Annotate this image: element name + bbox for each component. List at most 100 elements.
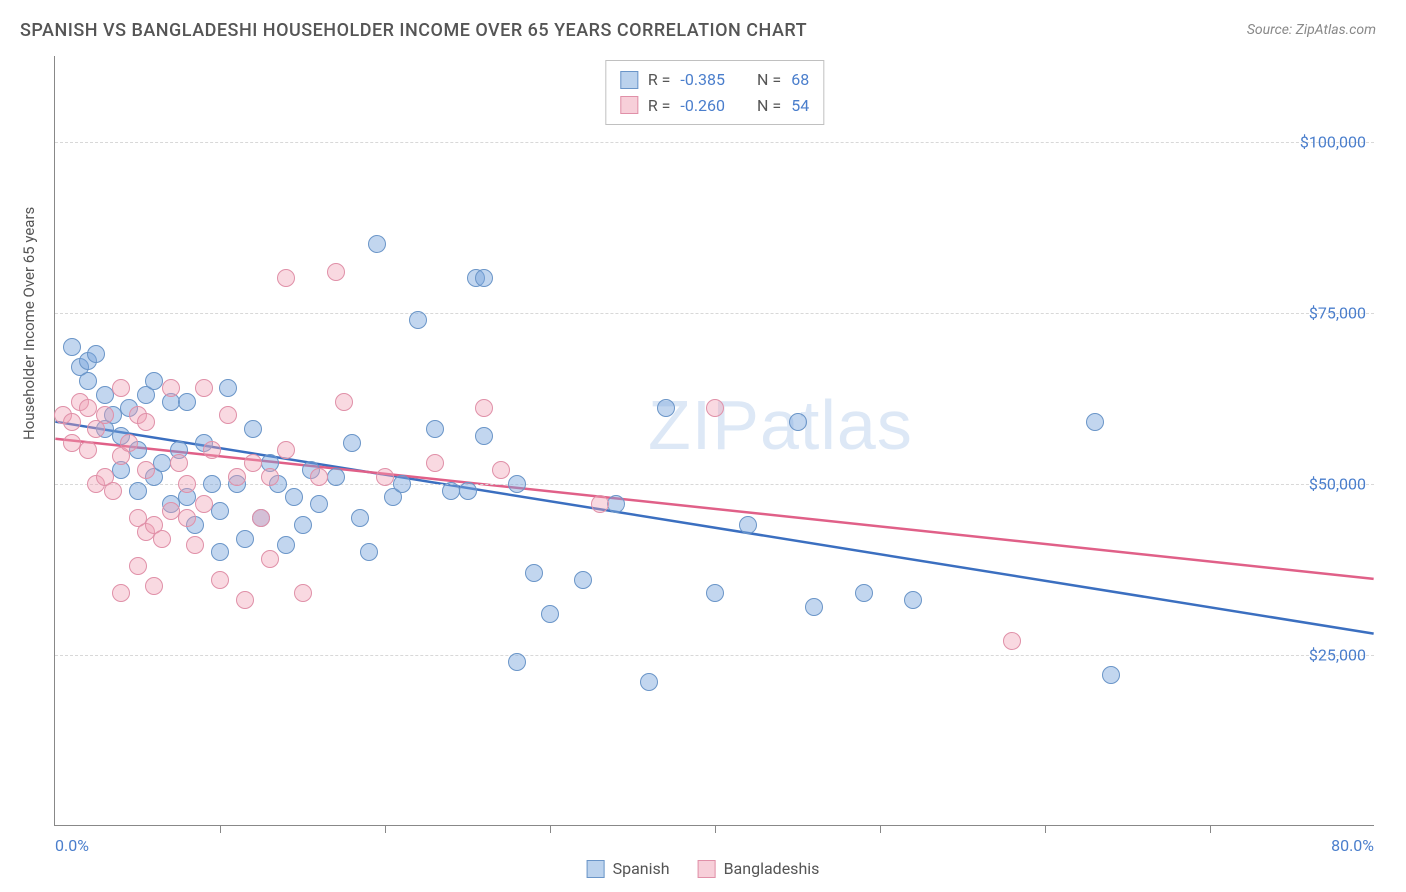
x-tick: [880, 825, 881, 833]
data-point: [261, 468, 279, 486]
data-point: [508, 653, 526, 671]
stats-row: R =-0.260N =54: [620, 93, 809, 119]
data-point: [195, 495, 213, 513]
x-min-label: 0.0%: [55, 836, 89, 855]
series-legend: Spanish Bangladeshis: [587, 859, 820, 878]
data-point: [186, 536, 204, 554]
y-axis-label: Householder Income Over 65 years: [20, 207, 38, 440]
stat-n-key: N =: [757, 67, 781, 93]
data-point: [294, 516, 312, 534]
legend-item: Spanish: [587, 859, 670, 878]
data-point: [137, 461, 155, 479]
data-point: [285, 488, 303, 506]
data-point: [244, 454, 262, 472]
data-point: [310, 468, 328, 486]
gridline: [55, 142, 1374, 143]
data-point: [170, 454, 188, 472]
data-point: [162, 502, 180, 520]
data-point: [261, 550, 279, 568]
stat-r-value: -0.260: [680, 93, 725, 119]
data-point: [203, 475, 221, 493]
data-point: [360, 543, 378, 561]
data-point: [195, 379, 213, 397]
data-point: [236, 591, 254, 609]
data-point: [252, 509, 270, 527]
data-point: [178, 475, 196, 493]
chart-plot-area: ZIPatlas R =-0.385N =68R =-0.260N =54 $2…: [54, 56, 1374, 826]
data-point: [203, 441, 221, 459]
chart-title: SPANISH VS BANGLADESHI HOUSEHOLDER INCOM…: [20, 20, 807, 41]
x-max-label: 80.0%: [1331, 836, 1374, 855]
legend-swatch: [698, 860, 716, 878]
gridline: [55, 655, 1374, 656]
data-point: [219, 406, 237, 424]
x-tick: [1045, 825, 1046, 833]
data-point: [211, 543, 229, 561]
data-point: [277, 536, 295, 554]
stat-n-value: 68: [791, 67, 809, 93]
data-point: [351, 509, 369, 527]
data-point: [294, 584, 312, 602]
data-point: [244, 420, 262, 438]
data-point: [79, 372, 97, 390]
data-point: [327, 263, 345, 281]
legend-label: Spanish: [613, 859, 670, 878]
data-point: [475, 399, 493, 417]
watermark-text: ZIPatlas: [648, 385, 913, 465]
data-point: [236, 530, 254, 548]
data-point: [310, 495, 328, 513]
y-tick-label: $100,000: [1300, 132, 1366, 151]
data-point: [393, 475, 411, 493]
stats-legend-box: R =-0.385N =68R =-0.260N =54: [605, 60, 824, 125]
stat-r-value: -0.385: [680, 67, 725, 93]
legend-item: Bangladeshis: [698, 859, 820, 878]
stats-row: R =-0.385N =68: [620, 67, 809, 93]
data-point: [63, 434, 81, 452]
data-point: [178, 509, 196, 527]
data-point: [426, 420, 444, 438]
data-point: [277, 269, 295, 287]
data-point: [343, 434, 361, 452]
data-point: [63, 338, 81, 356]
legend-swatch: [620, 96, 638, 114]
source-label: Source: ZipAtlas.com: [1247, 22, 1376, 38]
data-point: [492, 461, 510, 479]
regression-lines: [55, 56, 1374, 825]
data-point: [459, 482, 477, 500]
data-point: [855, 584, 873, 602]
data-point: [335, 393, 353, 411]
data-point: [591, 495, 609, 513]
legend-swatch: [620, 71, 638, 89]
data-point: [508, 475, 526, 493]
legend-swatch: [587, 860, 605, 878]
data-point: [63, 413, 81, 431]
data-point: [640, 673, 658, 691]
x-tick: [1210, 825, 1211, 833]
data-point: [574, 571, 592, 589]
x-tick: [550, 825, 551, 833]
data-point: [657, 399, 675, 417]
data-point: [904, 591, 922, 609]
data-point: [739, 516, 757, 534]
data-point: [277, 441, 295, 459]
data-point: [475, 269, 493, 287]
data-point: [1102, 666, 1120, 684]
data-point: [525, 564, 543, 582]
data-point: [228, 468, 246, 486]
data-point: [137, 413, 155, 431]
data-point: [96, 406, 114, 424]
data-point: [120, 434, 138, 452]
y-tick-label: $75,000: [1309, 303, 1366, 322]
data-point: [706, 399, 724, 417]
data-point: [541, 605, 559, 623]
data-point: [129, 482, 147, 500]
data-point: [376, 468, 394, 486]
data-point: [79, 399, 97, 417]
data-point: [178, 393, 196, 411]
data-point: [706, 584, 724, 602]
stat-r-key: R =: [648, 93, 671, 119]
x-tick: [715, 825, 716, 833]
data-point: [789, 413, 807, 431]
data-point: [87, 345, 105, 363]
data-point: [145, 372, 163, 390]
